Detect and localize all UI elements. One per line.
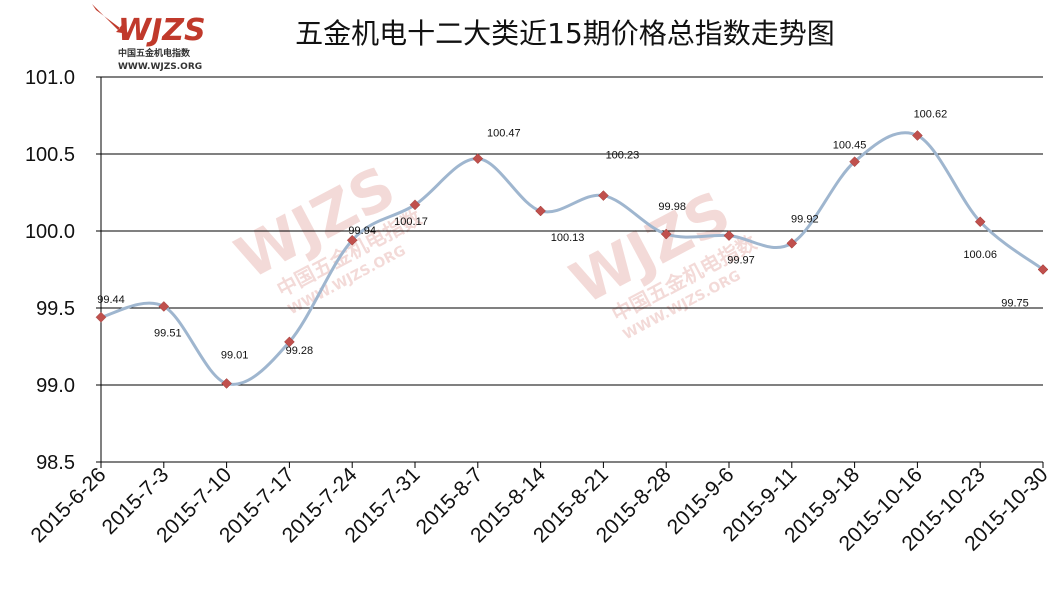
- data-label: 99.94: [348, 225, 376, 237]
- data-point: [346, 234, 358, 246]
- y-tick-label: 100.5: [25, 144, 75, 166]
- logo-mark: WJZS: [118, 13, 206, 48]
- gridlines: [101, 76, 1043, 386]
- y-tick-label: 98.5: [36, 452, 75, 474]
- data-labels: 99.44 99.51 99.01 99.28 99.94 100.17 100.47 100…: [97, 109, 1029, 362]
- data-point: [786, 237, 798, 249]
- logo-url: WWW.WJZS.ORG: [118, 62, 202, 72]
- logo-name: 中国五金机电指数: [118, 47, 191, 59]
- data-label: 99.44: [97, 294, 125, 306]
- data-label: 100.23: [606, 150, 640, 162]
- data-point: [535, 205, 546, 217]
- data-point: [912, 130, 923, 141]
- data-label: 99.75: [1001, 298, 1029, 310]
- data-point: [974, 216, 986, 228]
- data-label: 99.51: [154, 327, 182, 339]
- wjzs-logo: WJZS 中国五金机电指数 WWW.WJZS.ORG: [92, 4, 206, 72]
- data-point: [723, 230, 735, 241]
- data-label: 99.01: [221, 349, 249, 361]
- y-tick-label: 99.0: [36, 375, 75, 397]
- chart-title: 五金机电十二大类近15期价格总指数走势图: [295, 17, 835, 50]
- data-point: [409, 199, 421, 211]
- logo-arrow-icon: [92, 4, 128, 34]
- data-label: 100.62: [914, 109, 948, 121]
- y-tick-label: 99.5: [36, 298, 75, 320]
- data-point: [660, 228, 672, 240]
- data-point: [158, 301, 170, 312]
- data-label: 99.98: [658, 201, 686, 213]
- axes: [96, 76, 1044, 468]
- y-tick-labels: 101.0 100.5 100.0 99.5 99.0 98.5: [25, 67, 75, 474]
- data-label: 100.06: [963, 249, 997, 261]
- data-point: [221, 378, 232, 389]
- data-point: [472, 153, 484, 164]
- series-line-path: [100, 131, 1044, 386]
- y-tick-label: 101.0: [25, 67, 75, 89]
- y-tick-label: 100.0: [25, 221, 75, 243]
- data-label: 99.92: [791, 213, 819, 225]
- data-point: [95, 311, 107, 323]
- x-tick-label: 2015-6-26: [27, 463, 111, 547]
- data-label: 100.47: [487, 128, 521, 140]
- data-label: 99.97: [727, 255, 755, 267]
- data-point: [598, 190, 609, 201]
- data-label: 99.28: [286, 345, 314, 357]
- data-point: [849, 156, 860, 168]
- series-line: [100, 131, 1044, 386]
- x-tick-labels: 2015-6-262015-7-32015-7-102015-7-172015-…: [27, 463, 1053, 555]
- data-label: 100.17: [394, 216, 428, 228]
- watermark-left: WJZS 中国五金机电指数 WWW.WJZS.ORG: [225, 153, 427, 318]
- data-label: 100.13: [551, 232, 585, 244]
- data-point: [284, 336, 295, 348]
- data-markers: [95, 130, 1049, 389]
- data-label: 100.45: [833, 140, 867, 152]
- data-point: [1037, 264, 1049, 275]
